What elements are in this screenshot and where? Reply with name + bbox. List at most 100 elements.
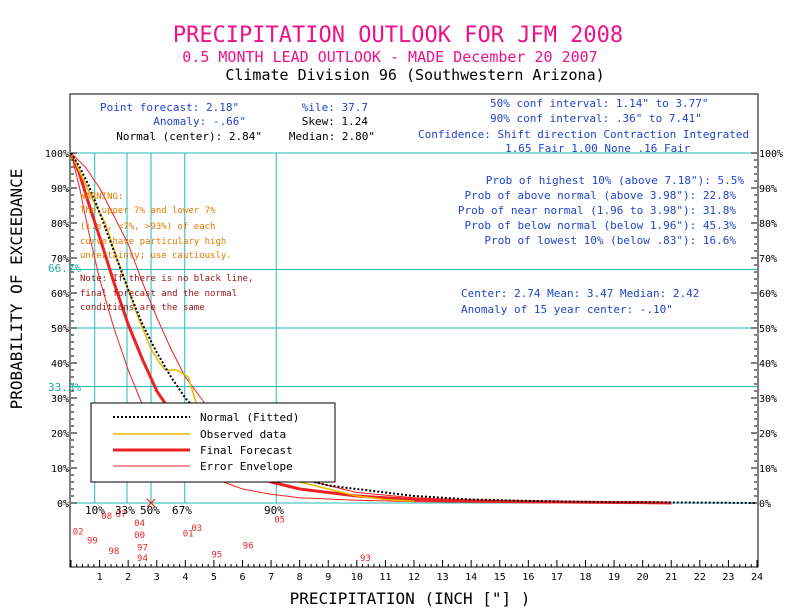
stats-block: Point forecast: 2.18" Anomaly: -.66" Nor… <box>100 97 749 155</box>
x-tick-label: 19 <box>608 572 620 583</box>
y-tick-label-left: 0% <box>57 499 69 510</box>
year-label-07: 07 <box>116 510 127 520</box>
prob-near-normal: Prob of near normal (1.96 to 3.98"): 31.… <box>458 204 737 217</box>
warning-line-4: curve have particulary high <box>80 237 226 247</box>
stat-anomaly: Anomaly: -.66" <box>153 115 246 128</box>
y-tick-label-right: 40% <box>759 359 777 370</box>
center-info: Center: 2.74 Mean: 3.47 Median: 2.42 Ano… <box>461 287 699 316</box>
year-label-02: 02 <box>73 528 84 538</box>
ref-label-33: 33.3% <box>48 381 81 394</box>
y-tick-label-right: 10% <box>759 464 777 475</box>
x-tick-label: 5 <box>211 572 217 583</box>
legend: Normal (Fitted) Observed data Final Fore… <box>90 402 336 483</box>
stat-conf50: 50% conf interval: 1.14" to 3.77" <box>490 97 709 110</box>
stat-median: Median: 2.80" <box>289 130 375 143</box>
y-tick-label-left: 10% <box>51 464 69 475</box>
x-tick-label: 17 <box>551 572 563 583</box>
warning-line-1: WARNING: <box>80 192 123 202</box>
stat-confidence-header: Confidence: Shift direction Contraction … <box>418 128 749 141</box>
x-tick-label: 14 <box>465 572 477 583</box>
x-tick-label: 6 <box>239 572 245 583</box>
y-tick-label-left: 80% <box>51 219 69 230</box>
y-tick-label-right: 70% <box>759 254 777 265</box>
x-tick-label: 12 <box>408 572 420 583</box>
y-axis-title: PROBABILITY OF EXCEEDANCE <box>7 169 26 410</box>
center-line-1: Center: 2.74 Mean: 3.47 Median: 2.42 <box>461 287 699 300</box>
year-label-93: 93 <box>360 554 371 564</box>
year-label-97: 97 <box>137 543 148 553</box>
tick-layer: 1 2 3 4 5 6 7 8 9 10 11 12 13 14 15 16 17 18 19 20 21 22 23 240… <box>45 149 783 583</box>
year-label-94: 94 <box>137 554 148 564</box>
probability-block: Prob of highest 10% (above 7.18"): 5.5% … <box>458 174 745 247</box>
quantile-labels: 10% 33% 50% 67% 90% <box>85 504 284 517</box>
x-tick-label: 18 <box>579 572 591 583</box>
x-tick-label: 23 <box>722 572 734 583</box>
chart-title: PRECIPITATION OUTLOOK FOR JFM 2008 <box>173 23 623 48</box>
x-tick-label: 4 <box>182 572 188 583</box>
year-label-95: 95 <box>211 550 222 560</box>
y-tick-label-left: 30% <box>51 394 69 405</box>
x-tick-label: 3 <box>154 572 160 583</box>
warning-line-2: The upper 7% and lower 7% <box>80 206 216 216</box>
warning-note: WARNING: The upper 7% and lower 7% (i.e.… <box>80 192 232 261</box>
legend-label-observed: Observed data <box>200 428 286 441</box>
stat-percentile: %ile: 37.7 <box>302 101 368 114</box>
x-axis-title: PRECIPITATION (INCH ["] ) <box>290 589 531 608</box>
quantile-label-67: 67% <box>172 504 192 517</box>
x-tick-label: 11 <box>379 572 391 583</box>
y-tick-label-right: 80% <box>759 219 777 230</box>
prob-above-normal: Prob of above normal (above 3.98"): 22.8… <box>464 189 736 202</box>
chart-division: Climate Division 96 (Southwestern Arizon… <box>225 66 604 84</box>
note-line-1: Note: If there is no black line, <box>80 274 253 284</box>
warning-line-3: (i.e., <7%, >93%) of each <box>80 222 215 232</box>
no-black-line-note: Note: If there is no black line, final f… <box>80 274 253 313</box>
year-label-01: 01 <box>183 529 194 539</box>
stat-skew: Skew: 1.24 <box>302 115 369 128</box>
year-label-04: 04 <box>134 519 145 529</box>
y-tick-label-right: 30% <box>759 394 777 405</box>
year-label-98: 98 <box>108 547 119 557</box>
stat-confidence-values: 1.65 Fair 1.00 None .16 Fair <box>505 142 691 155</box>
y-tick-label-left: 40% <box>51 359 69 370</box>
y-tick-label-right: 100% <box>759 149 783 160</box>
year-label-99: 99 <box>87 536 98 546</box>
x-tick-label: 10 <box>351 572 363 583</box>
x-tick-label: 1 <box>97 572 103 583</box>
warning-line-5: uncertainty; use cautiously. <box>80 251 232 261</box>
y-tick-label-left: 20% <box>51 429 69 440</box>
x-tick-label: 13 <box>437 572 449 583</box>
median-cross-b <box>146 498 156 508</box>
series-line-error-envelope-upper <box>70 152 557 504</box>
x-tick-label: 9 <box>325 572 331 583</box>
ref-label-66: 66.7% <box>48 262 81 275</box>
center-line-2: Anomaly of 15 year center: -.10" <box>461 303 673 316</box>
series-line-normal-fitted- <box>70 152 758 504</box>
stat-conf90: 90% conf interval: .36" to 7.41" <box>490 112 702 125</box>
x-tick-label: 15 <box>494 572 506 583</box>
x-tick-label: 8 <box>297 572 303 583</box>
y-tick-label-right: 60% <box>759 289 777 300</box>
year-label-00: 00 <box>134 531 145 541</box>
year-label-05: 05 <box>274 515 285 525</box>
stat-normal-center: Normal (center): 2.84" <box>116 130 262 143</box>
quantile-label-33: 33% <box>115 504 135 517</box>
note-line-2: final forecast and the normal <box>80 289 237 299</box>
y-tick-label-right: 90% <box>759 184 777 195</box>
prob-lowest10: Prob of lowest 10% (below .83"): 16.6% <box>484 234 736 247</box>
x-tick-label: 24 <box>751 572 763 583</box>
legend-label-envelope: Error Envelope <box>200 460 293 473</box>
x-tick-label: 2 <box>125 572 131 583</box>
quantile-label-10: 10% <box>85 504 105 517</box>
y-tick-label-left: 60% <box>51 289 69 300</box>
legend-box <box>90 402 336 483</box>
x-tick-label: 21 <box>665 572 677 583</box>
note-line-3: conditions are the same <box>80 303 205 313</box>
legend-label-forecast: Final Forecast <box>200 444 293 457</box>
year-label-96: 96 <box>243 542 254 552</box>
quantile-label-90: 90% <box>264 504 284 517</box>
y-tick-label-right: 20% <box>759 429 777 440</box>
x-tick-label: 7 <box>268 572 274 583</box>
y-tick-label-right: 0% <box>759 499 771 510</box>
